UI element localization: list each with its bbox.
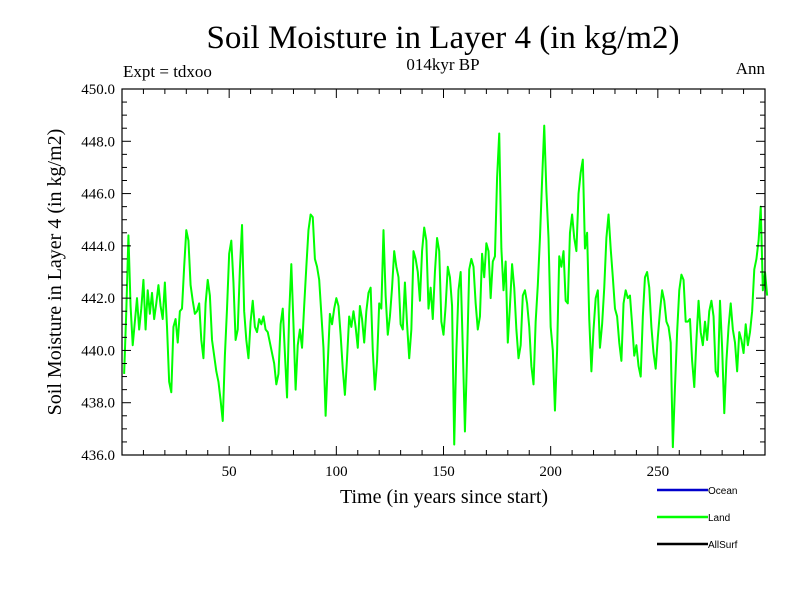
season-label: Ann (736, 59, 766, 78)
x-tick-label: 100 (325, 464, 348, 480)
x-tick-label: 250 (647, 464, 670, 480)
y-tick-label: 444.0 (81, 239, 115, 255)
chart-title: Soil Moisture in Layer 4 (in kg/m2) (207, 20, 680, 56)
y-tick-label: 442.0 (81, 291, 115, 307)
plot-area: 50 100 150 200 250 436.0 438.0 440.0 442.0 444.0 4… (81, 82, 769, 480)
y-tick-label: 448.0 (81, 134, 115, 150)
chart-subtitle: 014kyr BP (406, 55, 479, 74)
x-axis-label: Time (in years since start) (340, 486, 548, 508)
legend-label-land: Land (708, 513, 730, 524)
legend-label-allsurf: AllSurf (708, 540, 738, 551)
y-tick-label: 438.0 (81, 396, 115, 412)
experiment-label: Expt = tdxoo (123, 62, 212, 81)
axis-ticks: 50 100 150 200 250 436.0 438.0 440.0 442.0 444.0 4… (81, 82, 765, 480)
legend-label-ocean: Ocean (708, 486, 737, 497)
plot-frame (121, 88, 766, 456)
y-tick-label: 436.0 (81, 448, 115, 464)
y-tick-label: 440.0 (81, 343, 115, 359)
y-axis-label: Soil Moisture in Layer 4 (in kg/m2) (44, 129, 66, 416)
y-tick-label: 446.0 (81, 187, 115, 203)
legend: Ocean Land AllSurf (657, 486, 738, 551)
y-tick-label: 450.0 (81, 82, 115, 98)
x-tick-label: 50 (222, 464, 237, 480)
x-tick-label: 200 (539, 464, 562, 480)
x-tick-label: 150 (432, 464, 455, 480)
land-series-line (123, 124, 769, 449)
